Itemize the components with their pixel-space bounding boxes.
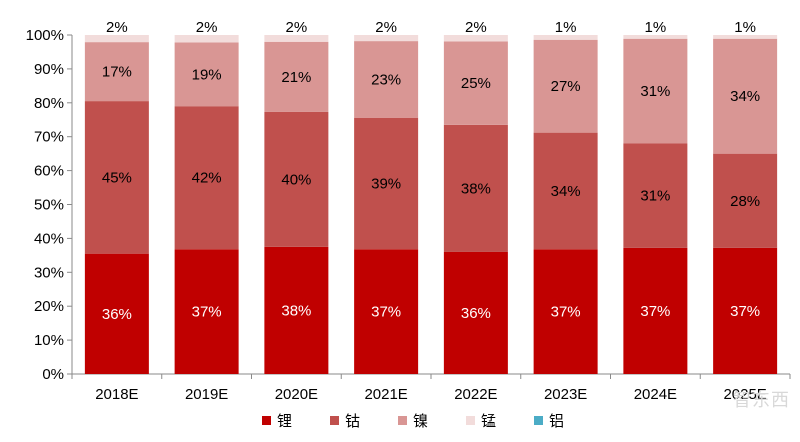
data-label: 34% bbox=[551, 183, 581, 200]
bar-segment bbox=[84, 42, 149, 102]
bar-segment bbox=[623, 247, 688, 374]
bar-segment bbox=[174, 42, 239, 107]
bar-segment bbox=[264, 246, 329, 374]
x-tick-label: 2025E bbox=[723, 386, 766, 403]
data-label: 2% bbox=[286, 19, 308, 36]
data-label: 34% bbox=[730, 88, 760, 105]
y-tick-label: 70% bbox=[34, 129, 64, 146]
y-tick-label: 90% bbox=[34, 61, 64, 78]
bar-segment bbox=[354, 41, 419, 118]
data-label: 2% bbox=[106, 19, 128, 36]
data-label: 2% bbox=[375, 19, 397, 36]
bar-segment bbox=[533, 249, 598, 374]
legend-label: 钴 bbox=[345, 413, 360, 430]
data-label: 21% bbox=[281, 69, 311, 86]
data-label: 17% bbox=[102, 64, 132, 81]
data-label: 31% bbox=[640, 188, 670, 205]
y-tick-label: 10% bbox=[34, 332, 64, 349]
data-label: 2% bbox=[196, 19, 218, 36]
x-tick-label: 2018E bbox=[95, 386, 138, 403]
bar-segment bbox=[713, 153, 778, 248]
x-tick-label: 2021E bbox=[364, 386, 407, 403]
y-tick-label: 20% bbox=[34, 298, 64, 315]
legend-label: 镍 bbox=[413, 412, 428, 430]
data-label: 31% bbox=[640, 83, 670, 100]
bar-segment bbox=[264, 41, 329, 112]
bar-segment bbox=[84, 253, 149, 374]
bar-segment bbox=[174, 249, 239, 374]
data-label: 1% bbox=[555, 19, 577, 36]
data-label: 42% bbox=[192, 170, 222, 187]
watermark: 智东西 bbox=[733, 390, 790, 411]
bar-segment bbox=[443, 41, 508, 125]
data-label: 36% bbox=[102, 306, 132, 323]
data-label: 38% bbox=[281, 302, 311, 319]
data-label: 37% bbox=[371, 304, 401, 321]
data-label: 39% bbox=[371, 175, 401, 192]
legend-label: 铝 bbox=[549, 413, 564, 430]
legend-swatch bbox=[262, 416, 271, 425]
bar-segment bbox=[443, 35, 508, 42]
bar-segment bbox=[174, 35, 239, 43]
legend-swatch bbox=[398, 416, 407, 425]
y-tick-label: 80% bbox=[34, 95, 64, 112]
y-tick-label: 60% bbox=[34, 163, 64, 180]
bar-segment bbox=[623, 143, 688, 248]
legend-label: 锂 bbox=[277, 413, 292, 430]
bar-segment bbox=[354, 249, 419, 374]
legend-swatch bbox=[330, 416, 339, 425]
data-label: 36% bbox=[461, 305, 491, 322]
bar-segment bbox=[264, 35, 329, 42]
data-label: 1% bbox=[645, 19, 667, 36]
data-label: 38% bbox=[461, 180, 491, 197]
y-tick-label: 100% bbox=[26, 27, 64, 44]
legend-swatch bbox=[466, 416, 475, 425]
bar-segment bbox=[354, 117, 419, 250]
legend-label: 锰 bbox=[481, 413, 496, 430]
data-label: 37% bbox=[192, 304, 222, 321]
bar-segment bbox=[533, 39, 598, 133]
x-tick-label: 2020E bbox=[275, 386, 318, 403]
data-label: 27% bbox=[551, 78, 581, 95]
bar-segment bbox=[533, 35, 598, 40]
data-label: 37% bbox=[551, 304, 581, 321]
y-tick-label: 40% bbox=[34, 230, 64, 247]
bar-segment bbox=[84, 35, 149, 43]
legend-swatch bbox=[534, 416, 543, 425]
data-label: 40% bbox=[281, 171, 311, 188]
data-label: 37% bbox=[730, 303, 760, 320]
x-tick-label: 2019E bbox=[185, 386, 228, 403]
bar-segment bbox=[623, 35, 688, 39]
data-label: 25% bbox=[461, 75, 491, 92]
bar-segment bbox=[443, 124, 508, 252]
bar-segment bbox=[264, 111, 329, 247]
data-label: 1% bbox=[734, 19, 756, 36]
x-tick-label: 2024E bbox=[634, 386, 677, 403]
data-label: 28% bbox=[730, 193, 760, 210]
bar-segment bbox=[623, 38, 688, 144]
data-label: 19% bbox=[192, 66, 222, 83]
bar-segment bbox=[713, 38, 778, 154]
bar-segment bbox=[84, 101, 149, 254]
x-tick-label: 2023E bbox=[544, 386, 587, 403]
y-tick-label: 0% bbox=[42, 366, 64, 383]
y-tick-label: 50% bbox=[34, 197, 64, 214]
bar-segment bbox=[713, 35, 778, 39]
data-label: 37% bbox=[640, 303, 670, 320]
bar-segment bbox=[354, 35, 419, 42]
data-label: 23% bbox=[371, 71, 401, 88]
bar-segment bbox=[443, 251, 508, 374]
data-label: 2% bbox=[465, 19, 487, 36]
x-tick-label: 2022E bbox=[454, 386, 497, 403]
bar-segment bbox=[713, 247, 778, 374]
data-label: 45% bbox=[102, 169, 132, 186]
y-tick-label: 30% bbox=[34, 264, 64, 281]
bar-segment bbox=[174, 106, 239, 250]
bar-segment bbox=[533, 132, 598, 250]
